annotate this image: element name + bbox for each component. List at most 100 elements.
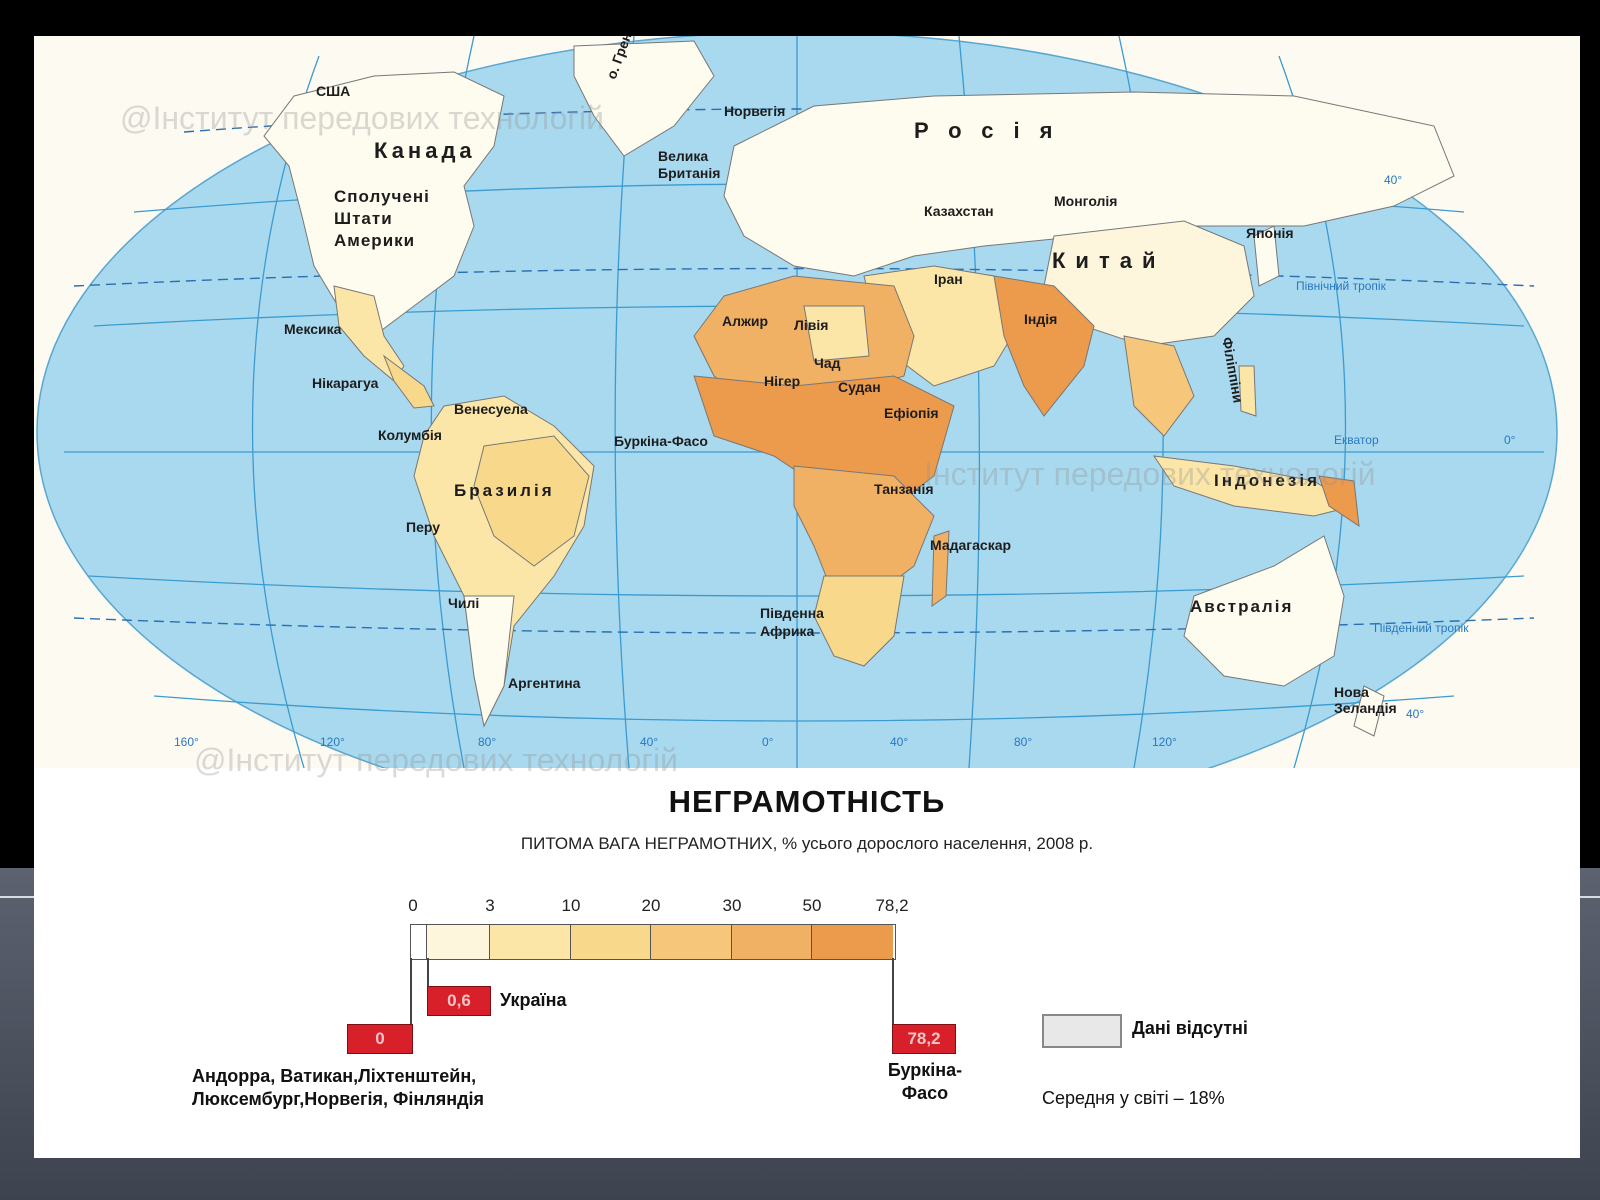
scale-tick: 3 — [485, 896, 495, 915]
no-data-swatch — [1042, 1014, 1122, 1048]
watermark: @Інститут передових технологій — [120, 100, 605, 136]
madagascar — [931, 530, 950, 607]
south-asia — [993, 275, 1095, 417]
min-value-badge: 0 — [347, 1024, 413, 1054]
min-countries-line2: Люксембург,Норвегія, Фінляндія — [192, 1089, 485, 1109]
label-iran: Іран — [934, 271, 963, 287]
min-connector — [410, 958, 412, 1038]
map-graphic — [36, 36, 1558, 768]
max-connector — [892, 958, 894, 1026]
label-lon-120w: 120° — [320, 735, 345, 749]
philippines — [1238, 365, 1257, 417]
north-america — [263, 71, 505, 337]
scale-tick: 0 — [408, 896, 418, 915]
ukraine-value-badge: 0,6 — [427, 986, 491, 1016]
scale-cell — [490, 925, 571, 959]
no-data-label: Дані відсутні — [1132, 1018, 1248, 1038]
legend-scale-bar — [410, 924, 896, 960]
label-south-africa: Південна Африка — [760, 605, 824, 639]
label-madagascar: Мадагаскар — [930, 537, 1012, 553]
label-australia: Австралія — [1190, 597, 1294, 616]
label-lon-120e: 120° — [1152, 735, 1177, 749]
label-sudan: Судан — [838, 379, 881, 395]
ukraine-connector — [427, 958, 429, 1000]
label-mexico: Мексика — [284, 321, 342, 337]
label-algeria: Алжир — [722, 313, 769, 329]
map-panel: США Канада о. Гренландія Норвегія Велика… — [34, 36, 1580, 1158]
label-ethiopia: Ефіопія — [884, 405, 939, 421]
label-usa: Сполучені Штати Америки — [334, 187, 430, 250]
greenland — [573, 40, 715, 157]
label-japan: Японія — [1246, 225, 1294, 241]
scale-cell — [812, 925, 893, 959]
label-usa-alaska: США — [316, 83, 351, 99]
label-chile: Чилі — [448, 595, 480, 611]
label-colombia: Колумбія — [378, 427, 442, 443]
scale-tick: 30 — [722, 896, 742, 915]
label-canada: Канада — [374, 138, 476, 163]
sahel-africa — [693, 375, 955, 507]
label-burkina-faso: Буркіна-Фасо — [614, 433, 708, 449]
label-lat-40s: 40° — [1406, 707, 1425, 721]
scale-cell-zero — [411, 925, 427, 959]
label-lat-40n: 40° — [1384, 173, 1403, 187]
southern-africa — [813, 575, 905, 667]
japan — [1253, 225, 1280, 287]
scale-tick: 10 — [561, 896, 581, 915]
label-russia: Росія — [914, 118, 1073, 143]
label-uk: Велика Британія — [658, 148, 721, 181]
label-mongolia: Монголія — [1054, 193, 1118, 209]
label-norway: Норвегія — [724, 103, 786, 119]
label-indonesia: Індонезія — [1214, 471, 1320, 490]
label-tropic-north: Північний тропік — [1296, 279, 1386, 293]
world-map: США Канада о. Гренландія Норвегія Велика… — [34, 36, 1580, 768]
southeast-asia — [1123, 335, 1195, 437]
scale-cell — [427, 925, 490, 959]
max-country-line1: Буркіна- — [887, 1060, 963, 1080]
scale-cell — [732, 925, 812, 959]
label-nicaragua: Нікарагуа — [312, 375, 379, 391]
label-tanzania: Танзанія — [874, 481, 934, 497]
label-libya: Лівія — [794, 317, 829, 333]
label-lon-160: 160° — [174, 735, 199, 749]
brazil — [473, 435, 590, 567]
scale-tick: 20 — [641, 896, 661, 915]
argentina-chile — [463, 595, 515, 728]
scale-tick: 78,2 — [875, 896, 909, 915]
label-china: Китай — [1052, 248, 1166, 273]
scale-cell — [651, 925, 732, 959]
label-venezuela: Венесуела — [454, 401, 528, 417]
legend-title: НЕГРАМОТНІСТЬ — [668, 784, 946, 819]
label-lon-80w: 80° — [478, 735, 497, 749]
label-tropic-south: Південний тропік — [1374, 621, 1469, 635]
label-argentina: Аргентина — [508, 675, 581, 691]
watermark: Інститут передових технологій — [924, 456, 1376, 492]
watermark: @Інститут передових технологій — [194, 742, 679, 778]
label-chad: Чад — [814, 355, 841, 371]
central-america — [382, 354, 435, 409]
max-country-line2: Фасо — [901, 1083, 949, 1103]
label-niger: Нігер — [764, 373, 801, 389]
label-kazakhstan: Казахстан — [924, 203, 994, 219]
world-average: Середня у світі – 18% — [1042, 1088, 1225, 1108]
label-brazil: Бразилія — [454, 481, 555, 500]
label-equator: Екватор — [1334, 433, 1379, 447]
legend-subtitle: ПИТОМА ВАГА НЕГРАМОТНИХ, % усього доросл… — [520, 834, 1094, 853]
scale-tick: 50 — [802, 896, 822, 915]
papua-new-guinea — [1318, 475, 1360, 528]
new-zealand — [1353, 685, 1385, 737]
australia — [1183, 535, 1345, 687]
libya — [803, 305, 870, 362]
eurasia-north — [723, 91, 1455, 277]
indonesia — [1152, 455, 1356, 517]
max-value-badge: 78,2 — [892, 1024, 956, 1054]
min-countries-line1: Андорра, Ватикан,Ліхтенштейн, — [192, 1066, 477, 1086]
label-new-zealand: Нова Зеландія — [1334, 684, 1397, 716]
ukraine-label: Україна — [500, 990, 567, 1010]
label-lat-0: 0° — [1504, 433, 1516, 447]
label-peru: Перу — [406, 519, 441, 535]
scale-cell — [571, 925, 651, 959]
label-lon-40e: 40° — [890, 735, 909, 749]
label-india: Індія — [1024, 311, 1058, 327]
label-lon-80e: 80° — [1014, 735, 1033, 749]
